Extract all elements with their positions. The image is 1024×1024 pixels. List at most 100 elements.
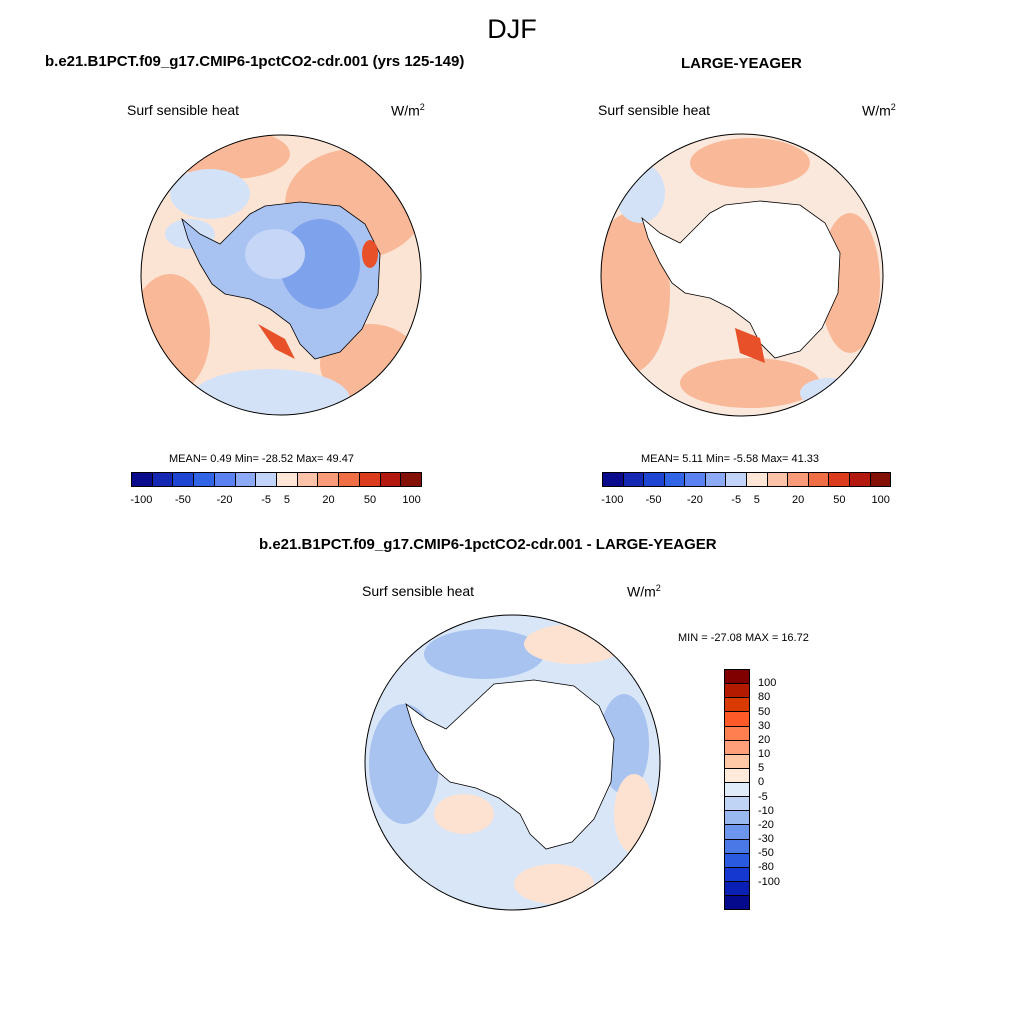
colorbar-tick-label: 20 (758, 733, 771, 746)
colorbar-swatch (725, 768, 749, 783)
colorbar-swatch (725, 684, 749, 699)
colorbar-tick-label: 100 (871, 494, 890, 506)
warm-anomaly-patch (524, 624, 624, 664)
colorbar-swatch (603, 473, 624, 486)
panel1-units: W/m2 (391, 102, 425, 119)
colorbar-tick-label: 80 (758, 691, 771, 704)
cool-anomaly-patch (170, 169, 250, 219)
strong-warm-patch (735, 328, 765, 363)
colorbar-swatch (725, 896, 749, 910)
warm-anomaly-patch (170, 135, 290, 179)
colorbar-swatch (725, 712, 749, 727)
colorbar-tick-label: 20 (322, 494, 335, 506)
panel2-units: W/m2 (862, 102, 896, 119)
colorbar-swatch (725, 839, 749, 854)
colorbar-swatch (849, 473, 871, 486)
colorbar-tick-label: 20 (791, 494, 805, 506)
panel2-stats: MEAN= 5.11 Min= -5.58 Max= 41.33 (641, 453, 820, 465)
panel2-colorbar (602, 472, 891, 487)
colorbar-tick-label: 50 (363, 494, 377, 506)
colorbar-tick-label: 30 (758, 719, 771, 732)
warm-anomaly-patch (680, 358, 820, 408)
colorbar-swatch (339, 473, 360, 486)
colorbar-tick-label: -5 (758, 790, 768, 803)
colorbar-tick-label: -30 (758, 833, 774, 846)
colorbar-tick-label: -20 (686, 494, 703, 506)
colorbar-swatch (194, 473, 215, 486)
colorbar-tick-label: -5 (731, 494, 742, 506)
antarctica-landmass (405, 679, 615, 850)
colorbar-swatch (726, 473, 748, 486)
colorbar-swatch (235, 473, 257, 486)
colorbar-swatch (870, 473, 891, 486)
colorbar-swatch (725, 811, 749, 826)
colorbar-tick-label: 5 (753, 494, 760, 506)
colorbar-swatch (132, 473, 153, 486)
colorbar-tick-label: -5 (261, 494, 271, 506)
colorbar-tick-label: 5 (758, 762, 765, 775)
colorbar-swatch (725, 698, 749, 713)
colorbar-swatch (214, 473, 236, 486)
panel1-colorbar (131, 472, 422, 487)
colorbar-tick-label: -20 (758, 818, 774, 831)
colorbar-swatch (725, 670, 749, 685)
colorbar-swatch (173, 473, 195, 486)
panel1-variable: Surf sensible heat (127, 102, 240, 118)
colorbar-swatch (380, 473, 402, 486)
colorbar-tick-label: -10 (758, 804, 774, 817)
panel3-variable: Surf sensible heat (362, 583, 475, 599)
panel1-title: b.e21.B1PCT.f09_g17.CMIP6-1pctCO2-cdr.00… (45, 53, 465, 70)
colorbar-swatch (359, 473, 381, 486)
colorbar-tick-label: 10 (758, 748, 771, 761)
colorbar-tick-label: -50 (175, 494, 191, 506)
cool-anomaly-patch (800, 378, 860, 408)
warm-anomaly-patch (690, 138, 810, 188)
panel2-map (600, 133, 884, 417)
cool-anomaly-patch (615, 163, 665, 223)
colorbar-swatch (277, 473, 298, 486)
colorbar-swatch (725, 797, 749, 812)
colorbar-swatch (256, 473, 278, 486)
strong-warm-patch (362, 240, 378, 268)
panel2-variable: Surf sensible heat (598, 102, 711, 118)
colorbar-tick-label: -100 (130, 494, 153, 506)
figure-title: DJF (487, 14, 537, 44)
colorbar-swatch (401, 473, 422, 486)
colorbar-tick-label: -100 (758, 875, 781, 888)
colorbar-tick-label: 100 (402, 494, 421, 506)
panel1-map (140, 134, 422, 416)
panel1-stats: MEAN= 0.49 Min= -28.52 Max= 49.47 (169, 453, 354, 465)
colorbar-tick-label: 50 (833, 494, 846, 506)
panel3-title: b.e21.B1PCT.f09_g17.CMIP6-1pctCO2-cdr.00… (259, 536, 717, 553)
colorbar-swatch (725, 825, 749, 840)
panel2-colorbar-labels: -100 -50 -20 -5 5 20 50 100 (601, 494, 891, 508)
cool-anomaly-patch (190, 369, 350, 415)
colorbar-tick-label: 0 (758, 776, 765, 789)
colorbar-swatch (685, 473, 706, 486)
panel3-colorbar-labels: 100 80 50 30 20 10 5 0 -5 -10 -20 -30 -50 -80 -100 (758, 669, 798, 910)
colorbar-tick-label: -80 (758, 861, 774, 874)
colorbar-tick-label: -20 (216, 494, 233, 506)
warm-anomaly-patch (434, 794, 494, 834)
colorbar-swatch (644, 473, 665, 486)
colorbar-swatch (747, 473, 768, 486)
panel1-colorbar-labels: -100 -50 -20 -5 5 20 50 100 (130, 494, 422, 508)
colorbar-swatch (725, 867, 749, 882)
colorbar-swatch (664, 473, 686, 486)
warm-anomaly-patch (614, 774, 654, 854)
colorbar-swatch (297, 473, 319, 486)
colorbar-swatch (725, 726, 749, 741)
colorbar-swatch (318, 473, 340, 486)
colorbar-swatch (725, 853, 749, 868)
colorbar-swatch (725, 783, 749, 798)
colorbar-swatch (705, 473, 727, 486)
panel3-map (364, 614, 661, 911)
colorbar-tick-label: -50 (645, 494, 662, 506)
cool-anomaly-patch (424, 629, 544, 679)
strong-warm-patch (258, 324, 295, 359)
colorbar-swatch (623, 473, 645, 486)
colorbar-tick-label: -100 (601, 494, 624, 506)
colorbar-swatch (725, 740, 749, 755)
colorbar-swatch (767, 473, 789, 486)
colorbar-tick-label: 50 (758, 705, 771, 718)
